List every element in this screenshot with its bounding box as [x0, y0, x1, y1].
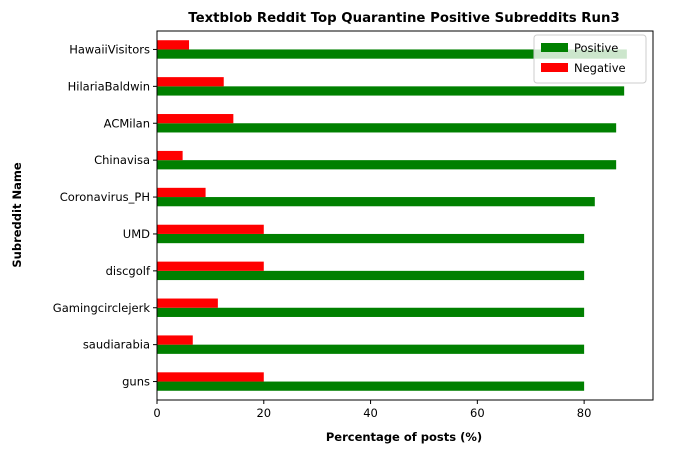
- bar-negative-saudiarabia: [157, 335, 193, 345]
- y-tick-label: Chinavisa: [94, 153, 150, 167]
- y-tick-label: Coronavirus_PH: [60, 190, 150, 204]
- plot-frame: [156, 30, 654, 401]
- plot-area: HawaiiVisitors HilariaBaldwin ACMilan China…: [53, 30, 654, 420]
- x-tick-label: 60: [470, 406, 485, 420]
- bar-negative-Chinavisa: [157, 150, 183, 161]
- bar-positive-saudiarabia: [157, 344, 585, 354]
- y-tick-label: Gamingcirclejerk: [53, 301, 151, 315]
- bar-positive-guns: [157, 381, 585, 391]
- legend-swatch-negative: [541, 63, 568, 72]
- bar-negative-ACMilan: [157, 114, 234, 124]
- y-tick-label: UMD: [123, 227, 150, 241]
- bar-negative-discgolf: [157, 261, 264, 271]
- bar-negative-Coronavirus_PH: [157, 187, 206, 198]
- bar-positive-HilariaBaldwin: [157, 86, 625, 96]
- bar-positive-Coronavirus_PH: [157, 197, 595, 207]
- x-tick-label: 20: [256, 406, 271, 420]
- bar-positive-discgolf: [157, 270, 585, 281]
- legend: Positive Negative: [533, 34, 647, 84]
- bar-negative-HawaiiVisitors: [157, 40, 190, 50]
- bar-negative-UMD: [157, 224, 264, 234]
- bar-negative-HilariaBaldwin: [157, 77, 224, 87]
- x-tick-label: 40: [363, 406, 378, 420]
- y-tick-label: ACMilan: [104, 116, 150, 130]
- chart-title: Textblob Reddit Top Quarantine Positive …: [188, 11, 619, 26]
- y-tick-label: HawaiiVisitors: [69, 42, 150, 56]
- bar-positive-Gamingcirclejerk: [157, 307, 585, 317]
- bar-positive-Chinavisa: [157, 160, 617, 170]
- x-axis-title: Percentage of posts (%): [326, 430, 482, 444]
- x-tick-label: 0: [153, 406, 160, 420]
- y-tick-label: saudiarabia: [83, 338, 150, 352]
- legend-label-positive: Positive: [574, 41, 618, 55]
- y-tick-label: discgolf: [106, 264, 151, 278]
- bar-negative-Gamingcirclejerk: [157, 298, 218, 308]
- x-tick-label: 80: [577, 406, 592, 420]
- bar-positive-UMD: [157, 233, 585, 244]
- legend-swatch-positive: [541, 43, 568, 52]
- bar-positive-HawaiiVisitors: [157, 49, 627, 59]
- bar-negative-guns: [157, 372, 264, 382]
- y-tick-label: HilariaBaldwin: [68, 79, 150, 93]
- y-axis-title: Subreddit Name: [10, 162, 24, 267]
- bar-positive-ACMilan: [157, 123, 617, 133]
- legend-label-negative: Negative: [574, 61, 626, 75]
- y-tick-label: guns: [122, 375, 150, 389]
